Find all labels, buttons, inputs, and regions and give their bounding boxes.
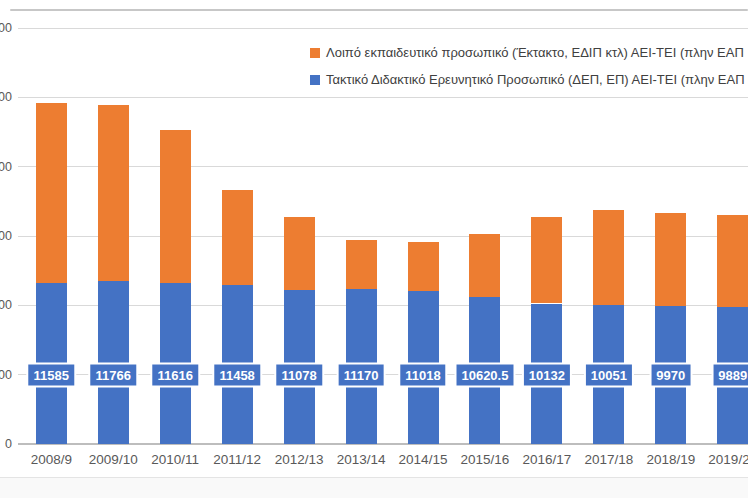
- bar-data-label: 11458: [212, 362, 261, 387]
- bar-segment-other-2017/18[interactable]: [593, 210, 624, 305]
- bar-segment-other-2009/10[interactable]: [98, 105, 129, 280]
- x-axis-category-label: 2019/20: [708, 452, 748, 467]
- bar-segment-other-2014/15[interactable]: [408, 242, 439, 291]
- x-axis-category-label: 2009/10: [89, 452, 138, 467]
- x-axis-category-label: 2015/16: [461, 452, 510, 467]
- bar-data-label: 11170: [337, 362, 386, 387]
- legend-color-swatch: [310, 48, 320, 58]
- bar-data-label: 10132: [522, 362, 572, 387]
- legend-item-label: Τακτικό Διδακτικό Ερευνητικό Προσωπικό (…: [326, 72, 745, 87]
- y-axis-tick-label: 10000: [0, 298, 12, 312]
- gridline-30000: [18, 28, 748, 29]
- bar-data-label: 11766: [89, 362, 138, 387]
- x-axis-category-label: 2008/9: [31, 452, 72, 467]
- bar-data-label: 10620.5: [454, 362, 515, 387]
- bar-data-label: 11585: [27, 362, 76, 387]
- page-edge-strip: [0, 478, 748, 498]
- top-border-line: [10, 9, 748, 11]
- legend-item[interactable]: Λοιπό εκπαιδευτικό προσωπικό (Έκτακτο, Ε…: [310, 45, 744, 60]
- bar-segment-other-2016/17[interactable]: [531, 217, 562, 303]
- bar-segment-other-2015/16[interactable]: [469, 234, 500, 297]
- bar-segment-other-2019/20[interactable]: [717, 215, 748, 307]
- x-axis-category-label: 2016/17: [522, 452, 571, 467]
- legend-color-swatch: [310, 75, 320, 85]
- x-axis-category-label: 2013/14: [337, 452, 386, 467]
- legend-item[interactable]: Τακτικό Διδακτικό Ερευνητικό Προσωπικό (…: [310, 72, 745, 87]
- x-axis-category-label: 2011/12: [213, 452, 261, 467]
- bar-data-label: 11018: [398, 362, 447, 387]
- stacked-bar-chart: 0 5000 10000 15000 20000 25000 30000 11585 2008/…: [0, 0, 748, 498]
- bar-segment-other-2010/11[interactable]: [160, 130, 191, 283]
- bar-segment-other-2013/14[interactable]: [346, 240, 377, 289]
- y-axis-tick-label: 30000: [0, 21, 12, 35]
- gridline-25000: [18, 97, 748, 98]
- y-axis-tick-label: 0: [0, 437, 12, 451]
- x-axis-category-label: 2018/19: [646, 452, 695, 467]
- bar-segment-other-2012/13[interactable]: [284, 217, 315, 290]
- bar-segment-other-2008/9[interactable]: [36, 103, 67, 283]
- bar-data-label: 11616: [150, 362, 199, 387]
- x-axis-category-label: 2010/11: [151, 452, 199, 467]
- y-axis-tick-label: 5000: [0, 368, 12, 382]
- bar-data-label: 11078: [274, 362, 323, 387]
- y-axis-tick-label: 20000: [0, 160, 12, 174]
- bar-data-label: 10051: [584, 362, 634, 387]
- x-axis-category-label: 2017/18: [584, 452, 633, 467]
- y-axis-tick-label: 15000: [0, 229, 12, 243]
- bar-data-label: 9889: [711, 362, 748, 387]
- bar-data-label: 9970: [649, 362, 692, 387]
- x-axis-category-label: 2012/13: [275, 452, 324, 467]
- bar-segment-other-2018/19[interactable]: [655, 213, 686, 306]
- y-axis-tick-label: 25000: [0, 90, 12, 104]
- x-axis-category-label: 2014/15: [399, 452, 448, 467]
- legend-item-label: Λοιπό εκπαιδευτικό προσωπικό (Έκτακτο, Ε…: [326, 45, 744, 60]
- bar-segment-other-2011/12[interactable]: [222, 190, 253, 285]
